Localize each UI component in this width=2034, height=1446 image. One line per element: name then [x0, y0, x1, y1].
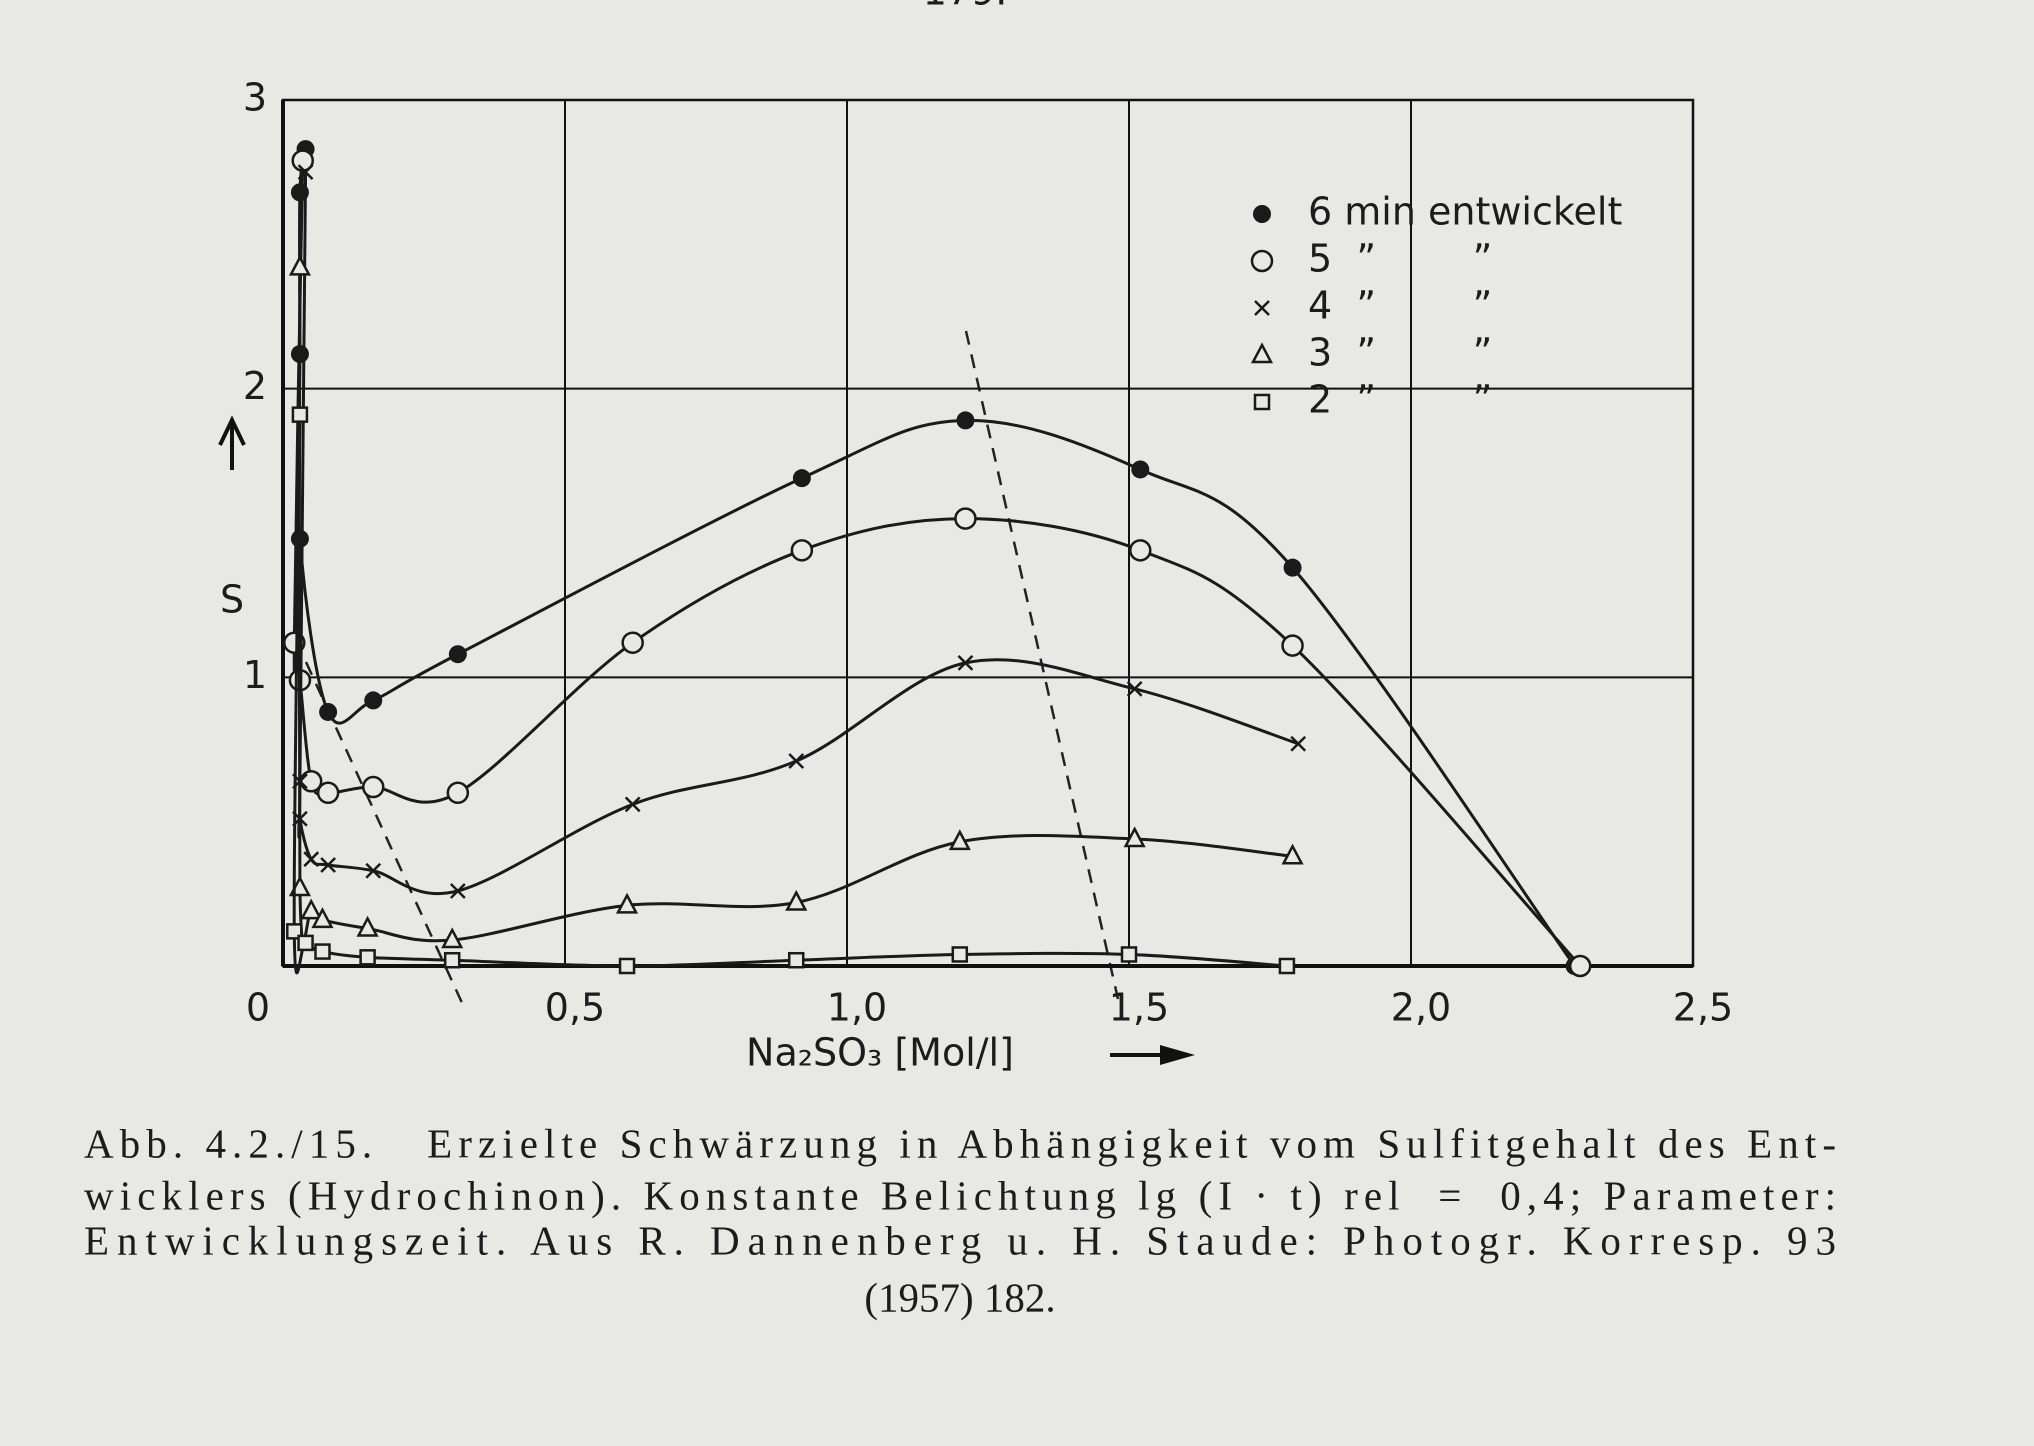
marker [954, 507, 977, 530]
marker [951, 946, 969, 963]
marker [1123, 826, 1146, 848]
curve [292, 160, 1582, 968]
marker [297, 934, 314, 952]
curve [297, 172, 1299, 896]
marker [443, 951, 461, 969]
marker [787, 951, 805, 969]
marker [364, 691, 383, 710]
marker [297, 164, 314, 181]
marker [615, 892, 639, 914]
marker [314, 943, 331, 960]
marker [618, 957, 636, 975]
y-axis-label: S [220, 578, 244, 622]
marker [449, 883, 466, 899]
marker [1281, 843, 1304, 865]
marker [956, 411, 975, 430]
marker [621, 631, 644, 654]
marker [288, 254, 311, 276]
legend-label: 2 ” ” [1308, 378, 1492, 422]
marker [1253, 393, 1271, 411]
marker [291, 406, 309, 423]
marker [1568, 954, 1592, 978]
marker [1126, 680, 1143, 697]
marker [311, 907, 334, 929]
x-tick-label: 0 [246, 986, 270, 1030]
marker [359, 949, 376, 966]
x-tick-label: 0,5 [545, 986, 605, 1030]
marker [1253, 205, 1271, 223]
dashed-guide [304, 661, 465, 1006]
marker [1129, 539, 1152, 562]
curve [297, 267, 1293, 943]
marker [788, 753, 805, 769]
x-tick-label: 2,0 [1391, 986, 1451, 1030]
marker [1250, 249, 1274, 273]
caption-line: Entwicklungszeit. Aus R. Dannenberg u. H… [84, 1217, 1836, 1263]
marker [448, 645, 467, 664]
marker [1278, 957, 1296, 975]
marker [790, 539, 814, 562]
marker [303, 851, 320, 868]
y-tick-label: 3 [243, 76, 267, 120]
x-tick-label: 2,5 [1673, 986, 1733, 1030]
marker [316, 781, 340, 805]
marker [300, 898, 323, 920]
legend-label: 6 min entwickelt [1308, 190, 1622, 234]
x-axis-label: Na₂SO₃ [Mol/l] [746, 1031, 1014, 1075]
marker [1283, 558, 1302, 577]
x-arrow-head [1160, 1045, 1195, 1065]
marker [320, 857, 337, 873]
y-arrow [218, 415, 246, 470]
marker [785, 889, 808, 911]
marker [1120, 946, 1138, 963]
marker [365, 862, 382, 879]
marker [624, 796, 641, 813]
marker [441, 927, 464, 949]
marker [957, 655, 974, 671]
y-tick-label: 2 [243, 364, 267, 408]
marker [361, 775, 385, 799]
caption-line: Abb. 4.2./15. Erzielte Schwärzung in Abh… [84, 1120, 1836, 1166]
marker [356, 915, 379, 937]
caption-line: wicklers (Hydrochinon). Konstante Belich… [84, 1172, 1836, 1218]
legend-label: 5 ” ” [1308, 237, 1492, 281]
page-number: 179. [923, 0, 1008, 14]
legend-label: 4 ” ” [1308, 284, 1492, 328]
marker [319, 702, 338, 721]
y-tick-label: 1 [243, 653, 267, 697]
caption-line: (1957) 182. [864, 1274, 1055, 1320]
legend-label: 3 ” ” [1308, 331, 1492, 375]
x-tick-label: 1,5 [1109, 986, 1169, 1030]
marker [1290, 735, 1307, 752]
marker [792, 469, 811, 488]
marker [1254, 300, 1270, 316]
marker [446, 781, 470, 805]
marker [1131, 460, 1150, 479]
marker [1250, 342, 1274, 364]
marker [1281, 634, 1304, 657]
x-tick-label: 1,0 [827, 986, 887, 1030]
marker [948, 829, 971, 851]
